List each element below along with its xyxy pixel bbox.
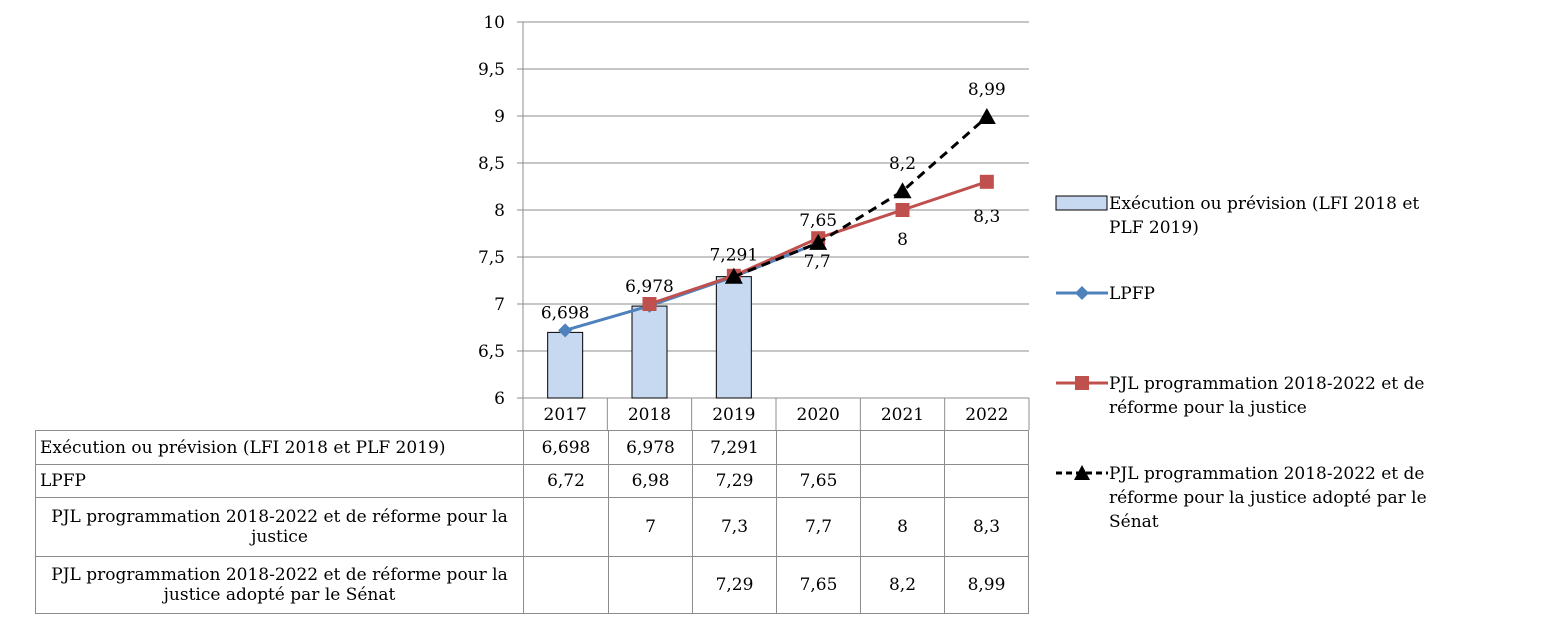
legend-item: PJL programmation 2018-2022 et de réform… bbox=[1055, 372, 1455, 420]
y-tick-label: 8,5 bbox=[478, 154, 505, 174]
legend-item: LPFP bbox=[1055, 282, 1455, 306]
table-cell: 6,978 bbox=[608, 430, 693, 465]
data-point bbox=[893, 182, 912, 199]
table-cell: 7,291 bbox=[692, 430, 777, 465]
data-point bbox=[642, 297, 657, 311]
table-cell: 8,99 bbox=[944, 556, 1029, 614]
data-label: 8,3 bbox=[973, 207, 1000, 227]
table-cell: 7,7 bbox=[776, 497, 861, 557]
x-tick-label: 2022 bbox=[965, 405, 1008, 425]
legend-label: PJL programmation 2018-2022 et de réform… bbox=[1109, 464, 1427, 532]
table-row: PJL programmation 2018-2022 et de réform… bbox=[35, 556, 1029, 614]
data-label: 7,7 bbox=[804, 252, 831, 272]
legend-bar-swatch bbox=[1055, 195, 1108, 211]
data-point bbox=[979, 174, 994, 189]
row-header: PJL programmation 2018-2022 et de réform… bbox=[35, 497, 524, 557]
y-tick-label: 9 bbox=[494, 107, 505, 127]
data-label: 6,698 bbox=[541, 303, 590, 323]
data-point bbox=[809, 233, 828, 250]
y-tick-label: 6,5 bbox=[478, 342, 505, 362]
legend-label: PJL programmation 2018-2022 et de réform… bbox=[1109, 374, 1425, 418]
data-table: Exécution ou prévision (LFI 2018 et PLF … bbox=[35, 430, 1029, 614]
data-label: 8 bbox=[897, 230, 908, 250]
x-tick-label: 2017 bbox=[544, 405, 587, 425]
legend-item: PJL programmation 2018-2022 et de réform… bbox=[1055, 462, 1455, 534]
row-header: LPFP bbox=[35, 464, 524, 498]
data-label: 7,65 bbox=[799, 211, 837, 231]
row-header: PJL programmation 2018-2022 et de réform… bbox=[35, 556, 524, 614]
legend-diamond-line bbox=[1056, 286, 1108, 300]
data-label: 8,2 bbox=[889, 154, 916, 174]
table-cell: 6,72 bbox=[523, 464, 609, 498]
table-cell: 7 bbox=[608, 497, 693, 557]
series-line bbox=[733, 115, 988, 279]
y-tick-label: 10 bbox=[483, 13, 505, 33]
x-tick-label: 2019 bbox=[712, 405, 755, 425]
legend-item: Exécution ou prévision (LFI 2018 et PLF … bbox=[1055, 192, 1455, 240]
table-cell: 7,29 bbox=[692, 556, 777, 614]
legend-triangle-dashed-line bbox=[1056, 465, 1108, 480]
table-cell: 7,65 bbox=[776, 556, 861, 614]
table-cell bbox=[860, 430, 945, 465]
table-cell bbox=[944, 430, 1029, 465]
table-cell bbox=[860, 464, 945, 498]
table-row: PJL programmation 2018-2022 et de réform… bbox=[35, 497, 1029, 557]
y-tick-label: 6 bbox=[494, 389, 505, 409]
table-cell: 8 bbox=[860, 497, 945, 557]
table-cell: 6,98 bbox=[608, 464, 693, 498]
data-point bbox=[977, 107, 996, 124]
y-tick-label: 7,5 bbox=[478, 248, 505, 268]
data-point bbox=[558, 323, 573, 338]
table-cell: 8,2 bbox=[860, 556, 945, 614]
table-cell: 7,65 bbox=[776, 464, 861, 498]
legend-label: Exécution ou prévision (LFI 2018 et PLF … bbox=[1109, 194, 1420, 238]
legend-square-line bbox=[1056, 376, 1108, 390]
table-cell: 8,3 bbox=[944, 497, 1029, 557]
bar bbox=[715, 276, 752, 399]
table-cell bbox=[523, 556, 609, 614]
x-tick-label: 2021 bbox=[881, 405, 924, 425]
table-row: LPFP 6,72 6,98 7,29 7,65 bbox=[35, 464, 1029, 498]
bar bbox=[547, 331, 584, 399]
table-cell bbox=[608, 556, 693, 614]
y-tick-label: 7 bbox=[494, 295, 505, 315]
table-cell: 7,29 bbox=[692, 464, 777, 498]
y-tick-label: 9,5 bbox=[478, 60, 505, 80]
x-tick-label: 2018 bbox=[628, 405, 671, 425]
row-header: Exécution ou prévision (LFI 2018 et PLF … bbox=[35, 430, 524, 465]
table-row: Exécution ou prévision (LFI 2018 et PLF … bbox=[35, 430, 1029, 465]
data-label: 7,291 bbox=[709, 246, 758, 266]
table-cell: 7,3 bbox=[692, 497, 777, 557]
table-cell bbox=[523, 497, 609, 557]
data-label: 8,99 bbox=[968, 80, 1006, 100]
y-tick-label: 8 bbox=[494, 201, 505, 221]
data-label: 6,978 bbox=[625, 277, 674, 297]
bar bbox=[631, 305, 668, 399]
table-cell: 6,698 bbox=[523, 430, 609, 465]
data-point bbox=[895, 203, 910, 217]
table-cell bbox=[944, 464, 1029, 498]
table-cell bbox=[776, 430, 861, 465]
legend-label: LPFP bbox=[1109, 284, 1155, 304]
x-tick-label: 2020 bbox=[797, 405, 840, 425]
data-point bbox=[724, 267, 743, 284]
